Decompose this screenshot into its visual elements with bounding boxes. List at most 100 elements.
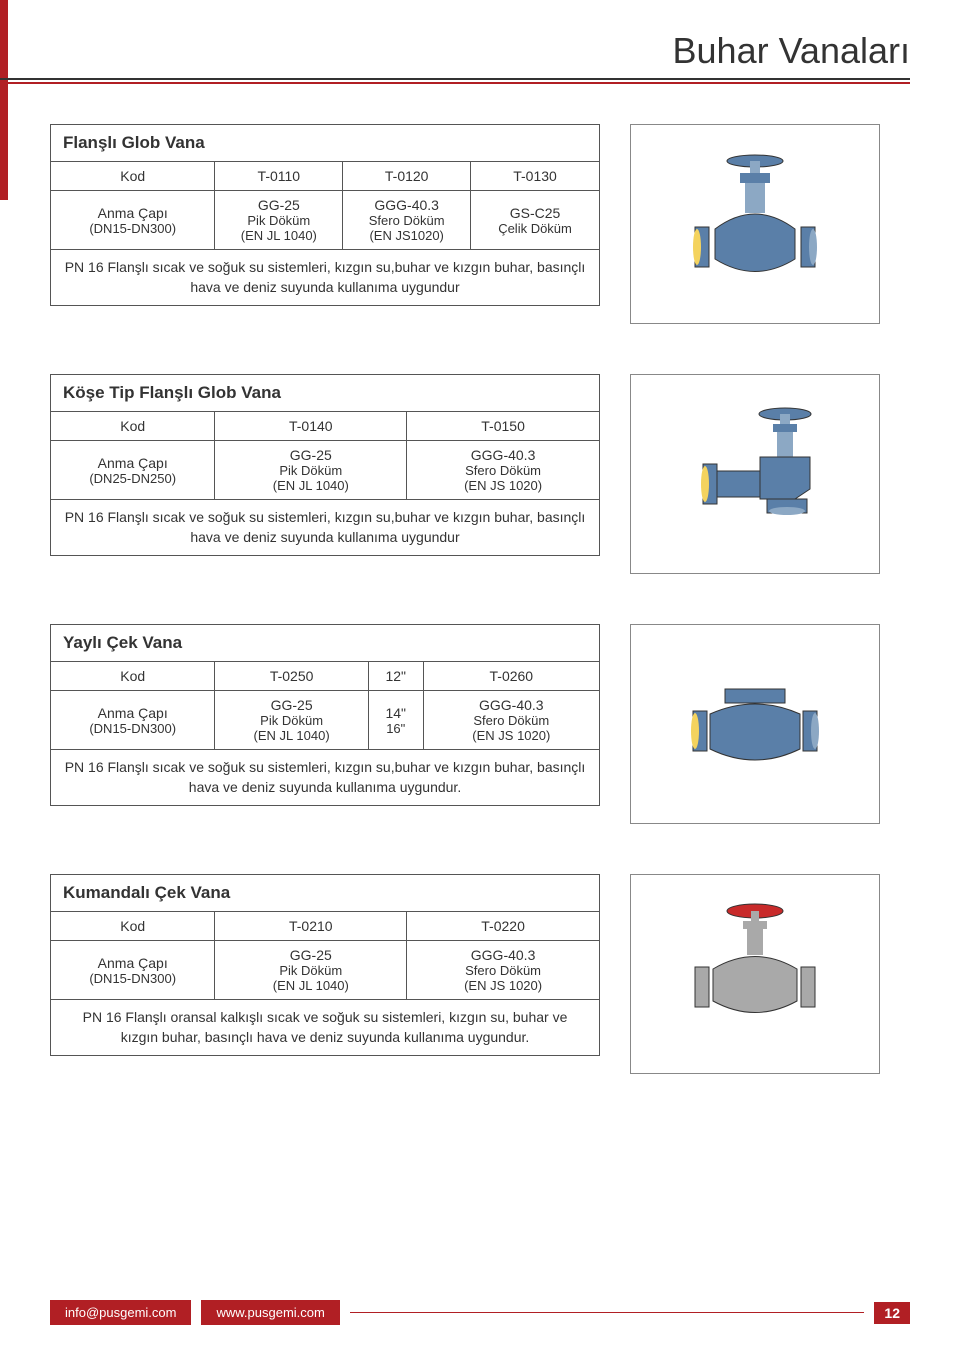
- product-description: PN 16 Flanşlı oransal kalkışlı sıcak ve …: [51, 1000, 599, 1055]
- table-spec-row: Anma Çapı(DN15-DN300)GG-25Pik Döküm(EN J…: [51, 691, 599, 750]
- table-header-row: KodT-0110T-0120T-0130: [51, 162, 599, 191]
- content-area: Flanşlı Glob VanaKodT-0110T-0120T-0130An…: [0, 94, 960, 1074]
- spec-line: (EN JS 1020): [415, 478, 591, 493]
- spec-line: GG-25: [223, 197, 334, 213]
- footer-email: info@pusgemi.com: [50, 1300, 191, 1325]
- product-section: Flanşlı Glob VanaKodT-0110T-0120T-0130An…: [50, 124, 910, 324]
- footer-website: www.pusgemi.com: [201, 1300, 339, 1325]
- spec-line: (EN JS1020): [351, 228, 462, 243]
- table-spec-cell: GG-25Pik Döküm(EN JL 1040): [215, 441, 407, 499]
- table-spec-cell: GGG-40.3Sfero Döküm(EN JS 1020): [424, 691, 599, 749]
- table-header-row: KodT-025012"T-0260: [51, 662, 599, 691]
- table-spec-cell: Anma Çapı(DN15-DN300): [51, 191, 215, 249]
- product-section: Kumandalı Çek VanaKodT-0210T-0220Anma Ça…: [50, 874, 910, 1074]
- table-header-cell: T-0130: [471, 162, 599, 190]
- product-table: Köşe Tip Flanşlı Glob VanaKodT-0140T-015…: [50, 374, 600, 556]
- table-header-cell: T-0260: [424, 662, 599, 690]
- product-description: PN 16 Flanşlı sıcak ve soğuk su sistemle…: [51, 500, 599, 555]
- product-image: [630, 624, 880, 824]
- title-block: Buhar Vanaları: [0, 0, 960, 94]
- table-spec-cell: Anma Çapı(DN15-DN300): [51, 691, 215, 749]
- page-number: 12: [874, 1302, 910, 1324]
- table-spec-cell: GGG-40.3Sfero Döküm(EN JS 1020): [407, 941, 599, 999]
- spec-line: GG-25: [223, 697, 359, 713]
- spec-line: Sfero Döküm: [351, 213, 462, 228]
- table-spec-row: Anma Çapı(DN15-DN300)GG-25Pik Döküm(EN J…: [51, 191, 599, 250]
- product-image: [630, 374, 880, 574]
- spec-line: Anma Çapı: [59, 455, 206, 471]
- table-spec-cell: GG-25Pik Döküm(EN JL 1040): [215, 191, 343, 249]
- spec-line: Anma Çapı: [59, 205, 206, 221]
- product-description: PN 16 Flanşlı sıcak ve soğuk su sistemle…: [51, 750, 599, 805]
- spec-line: GGG-40.3: [415, 947, 591, 963]
- table-spec-cell: GGG-40.3Sfero Döküm(EN JS 1020): [407, 441, 599, 499]
- table-header-cell: T-0140: [215, 412, 407, 440]
- spec-line: GG-25: [223, 447, 398, 463]
- table-header-cell: T-0220: [407, 912, 599, 940]
- spec-line: Sfero Döküm: [415, 963, 591, 978]
- spec-line: GGG-40.3: [351, 197, 462, 213]
- spec-line: Çelik Döküm: [479, 221, 591, 236]
- product-table: Kumandalı Çek VanaKodT-0210T-0220Anma Ça…: [50, 874, 600, 1056]
- spec-line: GG-25: [223, 947, 398, 963]
- spec-line: GGG-40.3: [415, 447, 591, 463]
- spec-line: GS-C25: [479, 205, 591, 221]
- table-header-cell: T-0250: [215, 662, 368, 690]
- table-header-cell: 12": [369, 662, 424, 690]
- spec-line: Pik Döküm: [223, 963, 398, 978]
- spec-line: (DN15-DN300): [59, 221, 206, 236]
- spec-line: (EN JS 1020): [432, 728, 591, 743]
- table-spec-row: Anma Çapı(DN15-DN300)GG-25Pik Döküm(EN J…: [51, 941, 599, 1000]
- table-header-row: KodT-0140T-0150: [51, 412, 599, 441]
- table-spec-cell: GG-25Pik Döküm(EN JL 1040): [215, 691, 368, 749]
- product-description: PN 16 Flanşlı sıcak ve soğuk su sistemle…: [51, 250, 599, 305]
- spec-line: Anma Çapı: [59, 705, 206, 721]
- table-header-cell: Kod: [51, 662, 215, 690]
- top-accent-bar: [0, 0, 8, 200]
- table-spec-row: Anma Çapı(DN25-DN250)GG-25Pik Döküm(EN J…: [51, 441, 599, 500]
- table-header-cell: Kod: [51, 162, 215, 190]
- table-header-row: KodT-0210T-0220: [51, 912, 599, 941]
- spec-line: (DN15-DN300): [59, 971, 206, 986]
- spec-line: (EN JL 1040): [223, 978, 398, 993]
- spec-line: (EN JL 1040): [223, 728, 359, 743]
- table-spec-cell: Anma Çapı(DN15-DN300): [51, 941, 215, 999]
- spec-line: Pik Döküm: [223, 463, 398, 478]
- product-image: [630, 874, 880, 1074]
- product-title: Flanşlı Glob Vana: [51, 125, 599, 162]
- product-image: [630, 124, 880, 324]
- product-title: Köşe Tip Flanşlı Glob Vana: [51, 375, 599, 412]
- spec-line: Sfero Döküm: [432, 713, 591, 728]
- product-table: Yaylı Çek VanaKodT-025012"T-0260Anma Çap…: [50, 624, 600, 806]
- spec-line: 14": [377, 705, 415, 721]
- table-header-cell: Kod: [51, 412, 215, 440]
- page-footer: info@pusgemi.com www.pusgemi.com 12: [0, 1300, 960, 1325]
- table-header-cell: T-0110: [215, 162, 343, 190]
- spec-line: (DN25-DN250): [59, 471, 206, 486]
- table-spec-cell: GGG-40.3Sfero Döküm(EN JS1020): [343, 191, 471, 249]
- product-section: Köşe Tip Flanşlı Glob VanaKodT-0140T-015…: [50, 374, 910, 574]
- table-spec-cell: Anma Çapı(DN25-DN250): [51, 441, 215, 499]
- spec-line: (DN15-DN300): [59, 721, 206, 736]
- product-section: Yaylı Çek VanaKodT-025012"T-0260Anma Çap…: [50, 624, 910, 824]
- product-table: Flanşlı Glob VanaKodT-0110T-0120T-0130An…: [50, 124, 600, 306]
- table-header-cell: T-0210: [215, 912, 407, 940]
- product-title: Kumandalı Çek Vana: [51, 875, 599, 912]
- spec-line: Pik Döküm: [223, 213, 334, 228]
- page-title: Buhar Vanaları: [0, 30, 910, 72]
- spec-line: (EN JS 1020): [415, 978, 591, 993]
- table-header-cell: T-0120: [343, 162, 471, 190]
- title-underline: [0, 78, 910, 84]
- spec-line: GGG-40.3: [432, 697, 591, 713]
- table-spec-cell: GS-C25Çelik Döküm: [471, 191, 599, 249]
- spec-line: Anma Çapı: [59, 955, 206, 971]
- spec-line: (EN JL 1040): [223, 478, 398, 493]
- spec-line: 16": [377, 721, 415, 736]
- table-header-cell: T-0150: [407, 412, 599, 440]
- spec-line: Pik Döküm: [223, 713, 359, 728]
- spec-line: Sfero Döküm: [415, 463, 591, 478]
- table-spec-cell: 14"16": [369, 691, 424, 749]
- table-header-cell: Kod: [51, 912, 215, 940]
- product-title: Yaylı Çek Vana: [51, 625, 599, 662]
- spec-line: (EN JL 1040): [223, 228, 334, 243]
